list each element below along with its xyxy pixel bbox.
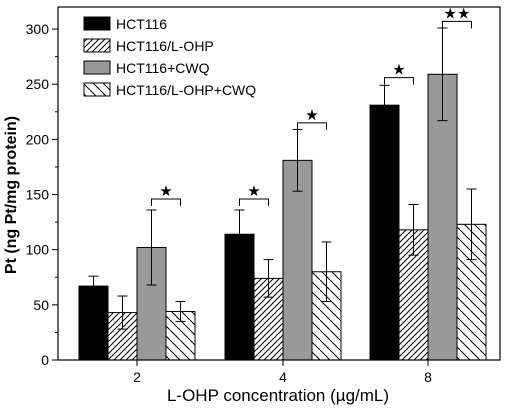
significance-star-4: ★★: [444, 5, 471, 22]
significance-bracket-2: ★: [297, 107, 327, 130]
legend-swatch-3: [83, 82, 111, 97]
y-tick-label-0: 0: [41, 352, 49, 368]
error-bar-1-2: [408, 203, 419, 256]
bar-0-0: [78, 285, 109, 361]
significance-star-3: ★: [392, 62, 405, 79]
error-bar-3-2: [466, 188, 477, 261]
legend-item-1: HCT116/L-OHP: [83, 38, 214, 54]
error-bar-3-0: [175, 301, 186, 322]
error-bar-0-1: [234, 209, 245, 260]
plot-frame: [57, 6, 501, 361]
significance-bracket-4: ★★: [442, 5, 472, 29]
bar-2-2: [427, 73, 458, 361]
legend-label-1: HCT116/L-OHP: [116, 38, 214, 54]
y-axis-title: Pt (ng Pt/mg protein): [3, 116, 20, 274]
error-bar-0-0: [88, 275, 99, 297]
legend-swatch-2: [83, 60, 111, 75]
significance-star-2: ★: [305, 107, 318, 124]
error-bar-1-1: [263, 259, 274, 298]
legend-label-3: HCT116/L-OHP+CWQ: [116, 82, 256, 98]
x-axis-title: L-OHP concentration (µg/mL): [167, 386, 389, 405]
legend-item-3: HCT116/L-OHP+CWQ: [83, 82, 256, 98]
significance-star-1: ★: [247, 183, 260, 200]
y-tick-label-1: 50: [33, 297, 49, 313]
significance-bracket-3: ★: [384, 62, 414, 85]
error-bar-0-2: [379, 84, 390, 126]
y-tick-label-2: 100: [26, 242, 50, 258]
legend: HCT116 HCT116/L-OHP HCT116+CWQ HCT116/L-OHP…: [83, 16, 256, 98]
x-tick-label-1: 4: [279, 369, 287, 385]
legend-item-2: HCT116+CWQ: [83, 60, 210, 76]
bar-0-2: [369, 104, 400, 361]
y-tick-label-4: 200: [26, 131, 50, 147]
error-bar-2-0: [146, 209, 157, 286]
y-tick-label-3: 150: [26, 187, 50, 203]
legend-label-2: HCT116+CWQ: [116, 60, 210, 76]
x-tick-label-2: 8: [424, 369, 432, 385]
significance-bracket-0: ★: [151, 183, 181, 206]
significance-star-0: ★: [159, 183, 172, 200]
error-bar-1-0: [117, 295, 128, 330]
y-tick-label-6: 300: [26, 21, 50, 37]
y-tick-label-5: 250: [26, 76, 50, 92]
significance-bracket-1: ★: [239, 183, 269, 206]
legend-label-0: HCT116: [116, 16, 167, 32]
x-tick-label-0: 2: [133, 369, 141, 385]
legend-item-0: HCT116: [83, 16, 167, 32]
legend-swatch-1: [83, 38, 111, 53]
legend-swatch-0: [83, 16, 111, 31]
error-bar-3-1: [321, 241, 332, 303]
